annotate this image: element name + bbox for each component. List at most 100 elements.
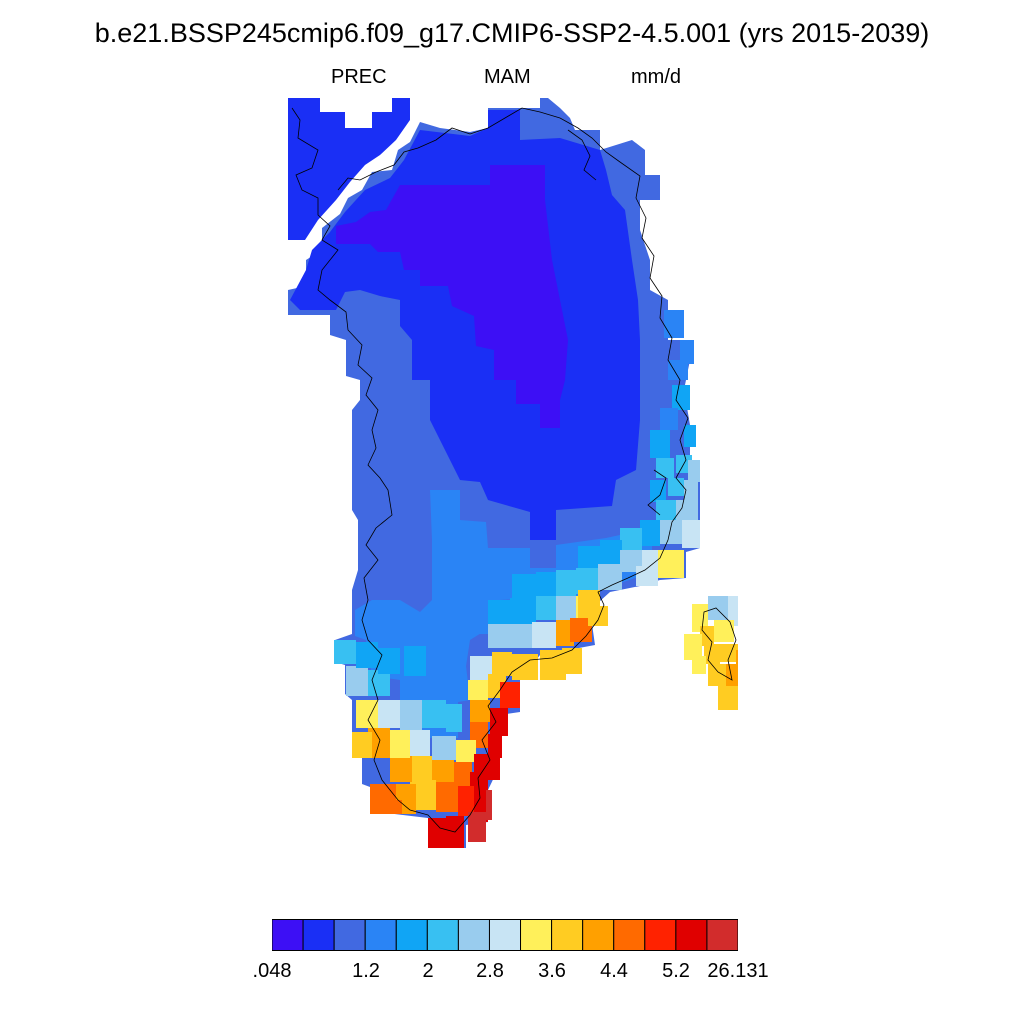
grid-cell <box>658 550 684 578</box>
grid-cell <box>588 606 608 626</box>
grid-cell <box>380 800 402 814</box>
grid-cell <box>492 652 512 676</box>
grid-cell <box>410 756 432 784</box>
grid-cell <box>600 540 622 564</box>
grid-region-core <box>336 165 568 428</box>
grid-cell <box>556 620 574 646</box>
grid-cell <box>656 458 674 478</box>
grid-cell <box>452 762 472 788</box>
grid-cell <box>684 480 698 500</box>
grid-cell <box>488 756 500 780</box>
grid-cell <box>660 520 682 544</box>
colorbar-swatch <box>582 919 615 951</box>
coastline <box>291 107 737 833</box>
grid-cell <box>368 724 390 758</box>
colorbar-tick-label: 26.131 <box>707 960 769 982</box>
grid-cell <box>704 644 720 664</box>
grid-cell <box>680 340 694 364</box>
colorbar-swatch <box>613 919 646 951</box>
grid-cell <box>490 708 508 736</box>
colorbar-tick-label: 4.4 <box>600 960 628 982</box>
grid-cell <box>410 730 430 756</box>
colorbar-tick-label: 3.6 <box>538 960 566 982</box>
grid-cell <box>676 500 698 522</box>
colorbar-swatch <box>364 919 397 951</box>
grid-cell <box>620 528 642 550</box>
grid-cell <box>636 566 658 586</box>
colorbar-swatch <box>706 919 739 951</box>
grid-cell <box>640 520 660 546</box>
grid-cell <box>456 740 476 762</box>
grid-cell <box>352 732 372 758</box>
grid-cell <box>556 596 578 620</box>
grid-cell <box>532 622 556 648</box>
grid-cell <box>356 642 378 668</box>
colorbar-tick-label: .048 <box>252 960 292 982</box>
colorbar-tick-label: 2.8 <box>476 960 504 982</box>
grid-cell <box>578 546 600 568</box>
grid-cell <box>708 596 728 620</box>
grid-cell <box>356 700 378 728</box>
plot-title: b.e21.BSSP245cmip6.f09_g17.CMIP6-SSP2-4.… <box>94 18 930 48</box>
grid-cell <box>378 648 400 674</box>
grid-cell <box>668 478 684 496</box>
grid-cell <box>390 730 410 758</box>
grid-cell <box>436 782 458 812</box>
grid-region-northwest <box>288 98 410 240</box>
grid-cell <box>570 618 592 642</box>
grid-cell <box>660 408 678 430</box>
colorbar-swatch <box>271 919 304 951</box>
grid-cell <box>708 664 728 686</box>
colorbar-tick-label: 1.2 <box>352 960 380 982</box>
colorbar-swatch <box>644 919 677 951</box>
grid-cell <box>540 650 566 680</box>
grid-cell <box>390 756 412 782</box>
grid-cell <box>664 310 684 338</box>
colorbar-swatch <box>302 919 335 951</box>
grid-cell <box>468 604 488 634</box>
grid-cell <box>488 734 502 758</box>
grid-cell <box>432 736 456 760</box>
grid-cell <box>736 650 738 666</box>
colorbar-swatch <box>675 919 708 951</box>
grid-cell <box>672 385 690 410</box>
grid-cell <box>726 664 738 686</box>
grid-cell <box>562 648 582 674</box>
colorbar-swatch <box>520 919 553 951</box>
grid-cell <box>536 596 556 620</box>
grid-cell <box>714 620 734 642</box>
grid-region-midsouth <box>355 490 652 738</box>
grid-cells <box>288 98 738 848</box>
grid-cell <box>510 598 536 624</box>
grid-cell <box>474 754 492 776</box>
grid-cell <box>668 360 688 380</box>
colorbar-swatch <box>395 919 428 951</box>
colorbar-swatch <box>551 919 584 951</box>
grid-cell <box>650 430 670 458</box>
grid-cell <box>470 656 492 680</box>
grid-cell <box>400 700 422 730</box>
grid-cell <box>470 700 490 722</box>
grid-cell <box>720 644 738 662</box>
grid-cell <box>692 656 706 674</box>
grid-cell <box>488 624 532 648</box>
grid-cell <box>512 574 536 598</box>
grid-cell <box>486 790 492 820</box>
grid-cell <box>536 572 556 598</box>
grid-cell <box>416 780 436 810</box>
grid-cell <box>428 818 446 848</box>
grid-cell <box>684 425 696 447</box>
grid-cell <box>512 654 538 680</box>
units-label: mm/d <box>631 66 681 88</box>
grid-cell <box>346 666 368 696</box>
grid-cell <box>684 634 702 660</box>
grid-cell <box>468 812 486 842</box>
grid-cell <box>650 480 666 502</box>
grid-cell <box>446 704 462 732</box>
grid-cell <box>488 600 510 624</box>
grid-cell <box>432 760 454 786</box>
grid-cell <box>688 460 700 482</box>
grid-cell <box>468 680 488 700</box>
grid-cell <box>682 520 700 548</box>
colorbar-swatch <box>426 919 459 951</box>
